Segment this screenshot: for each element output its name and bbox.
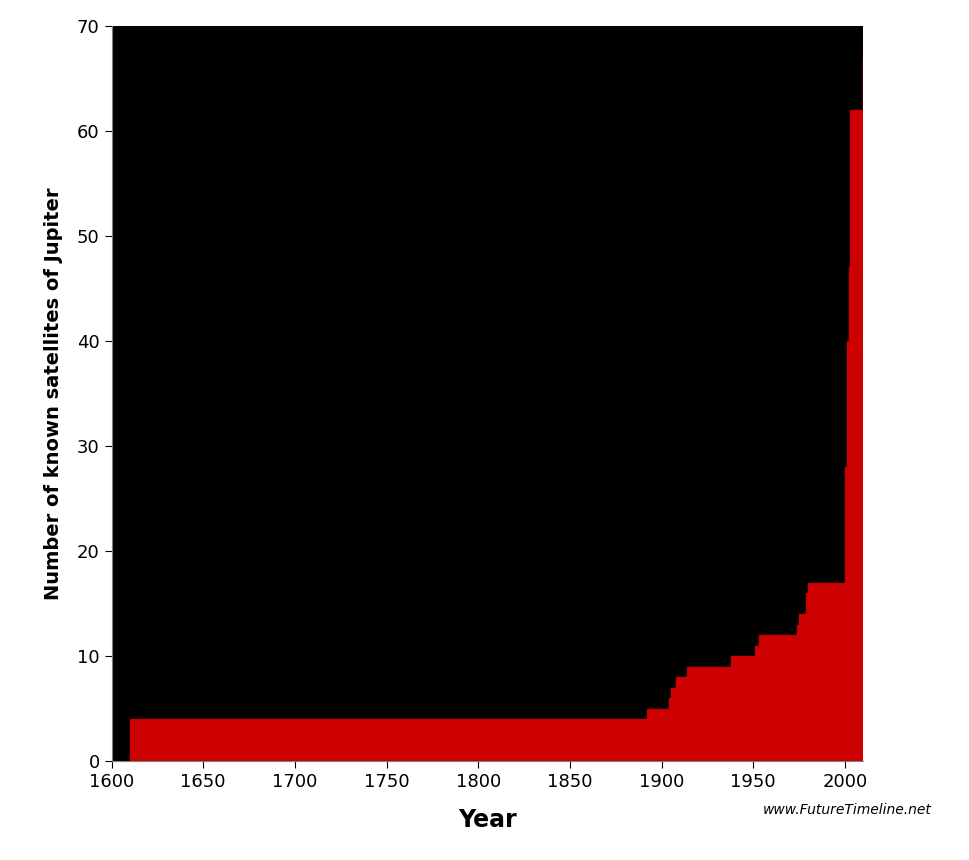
- Polygon shape: [130, 58, 862, 761]
- X-axis label: Year: Year: [457, 808, 516, 832]
- Y-axis label: Number of known satellites of Jupiter: Number of known satellites of Jupiter: [44, 187, 63, 599]
- Text: www.FutureTimeline.net: www.FutureTimeline.net: [762, 803, 930, 817]
